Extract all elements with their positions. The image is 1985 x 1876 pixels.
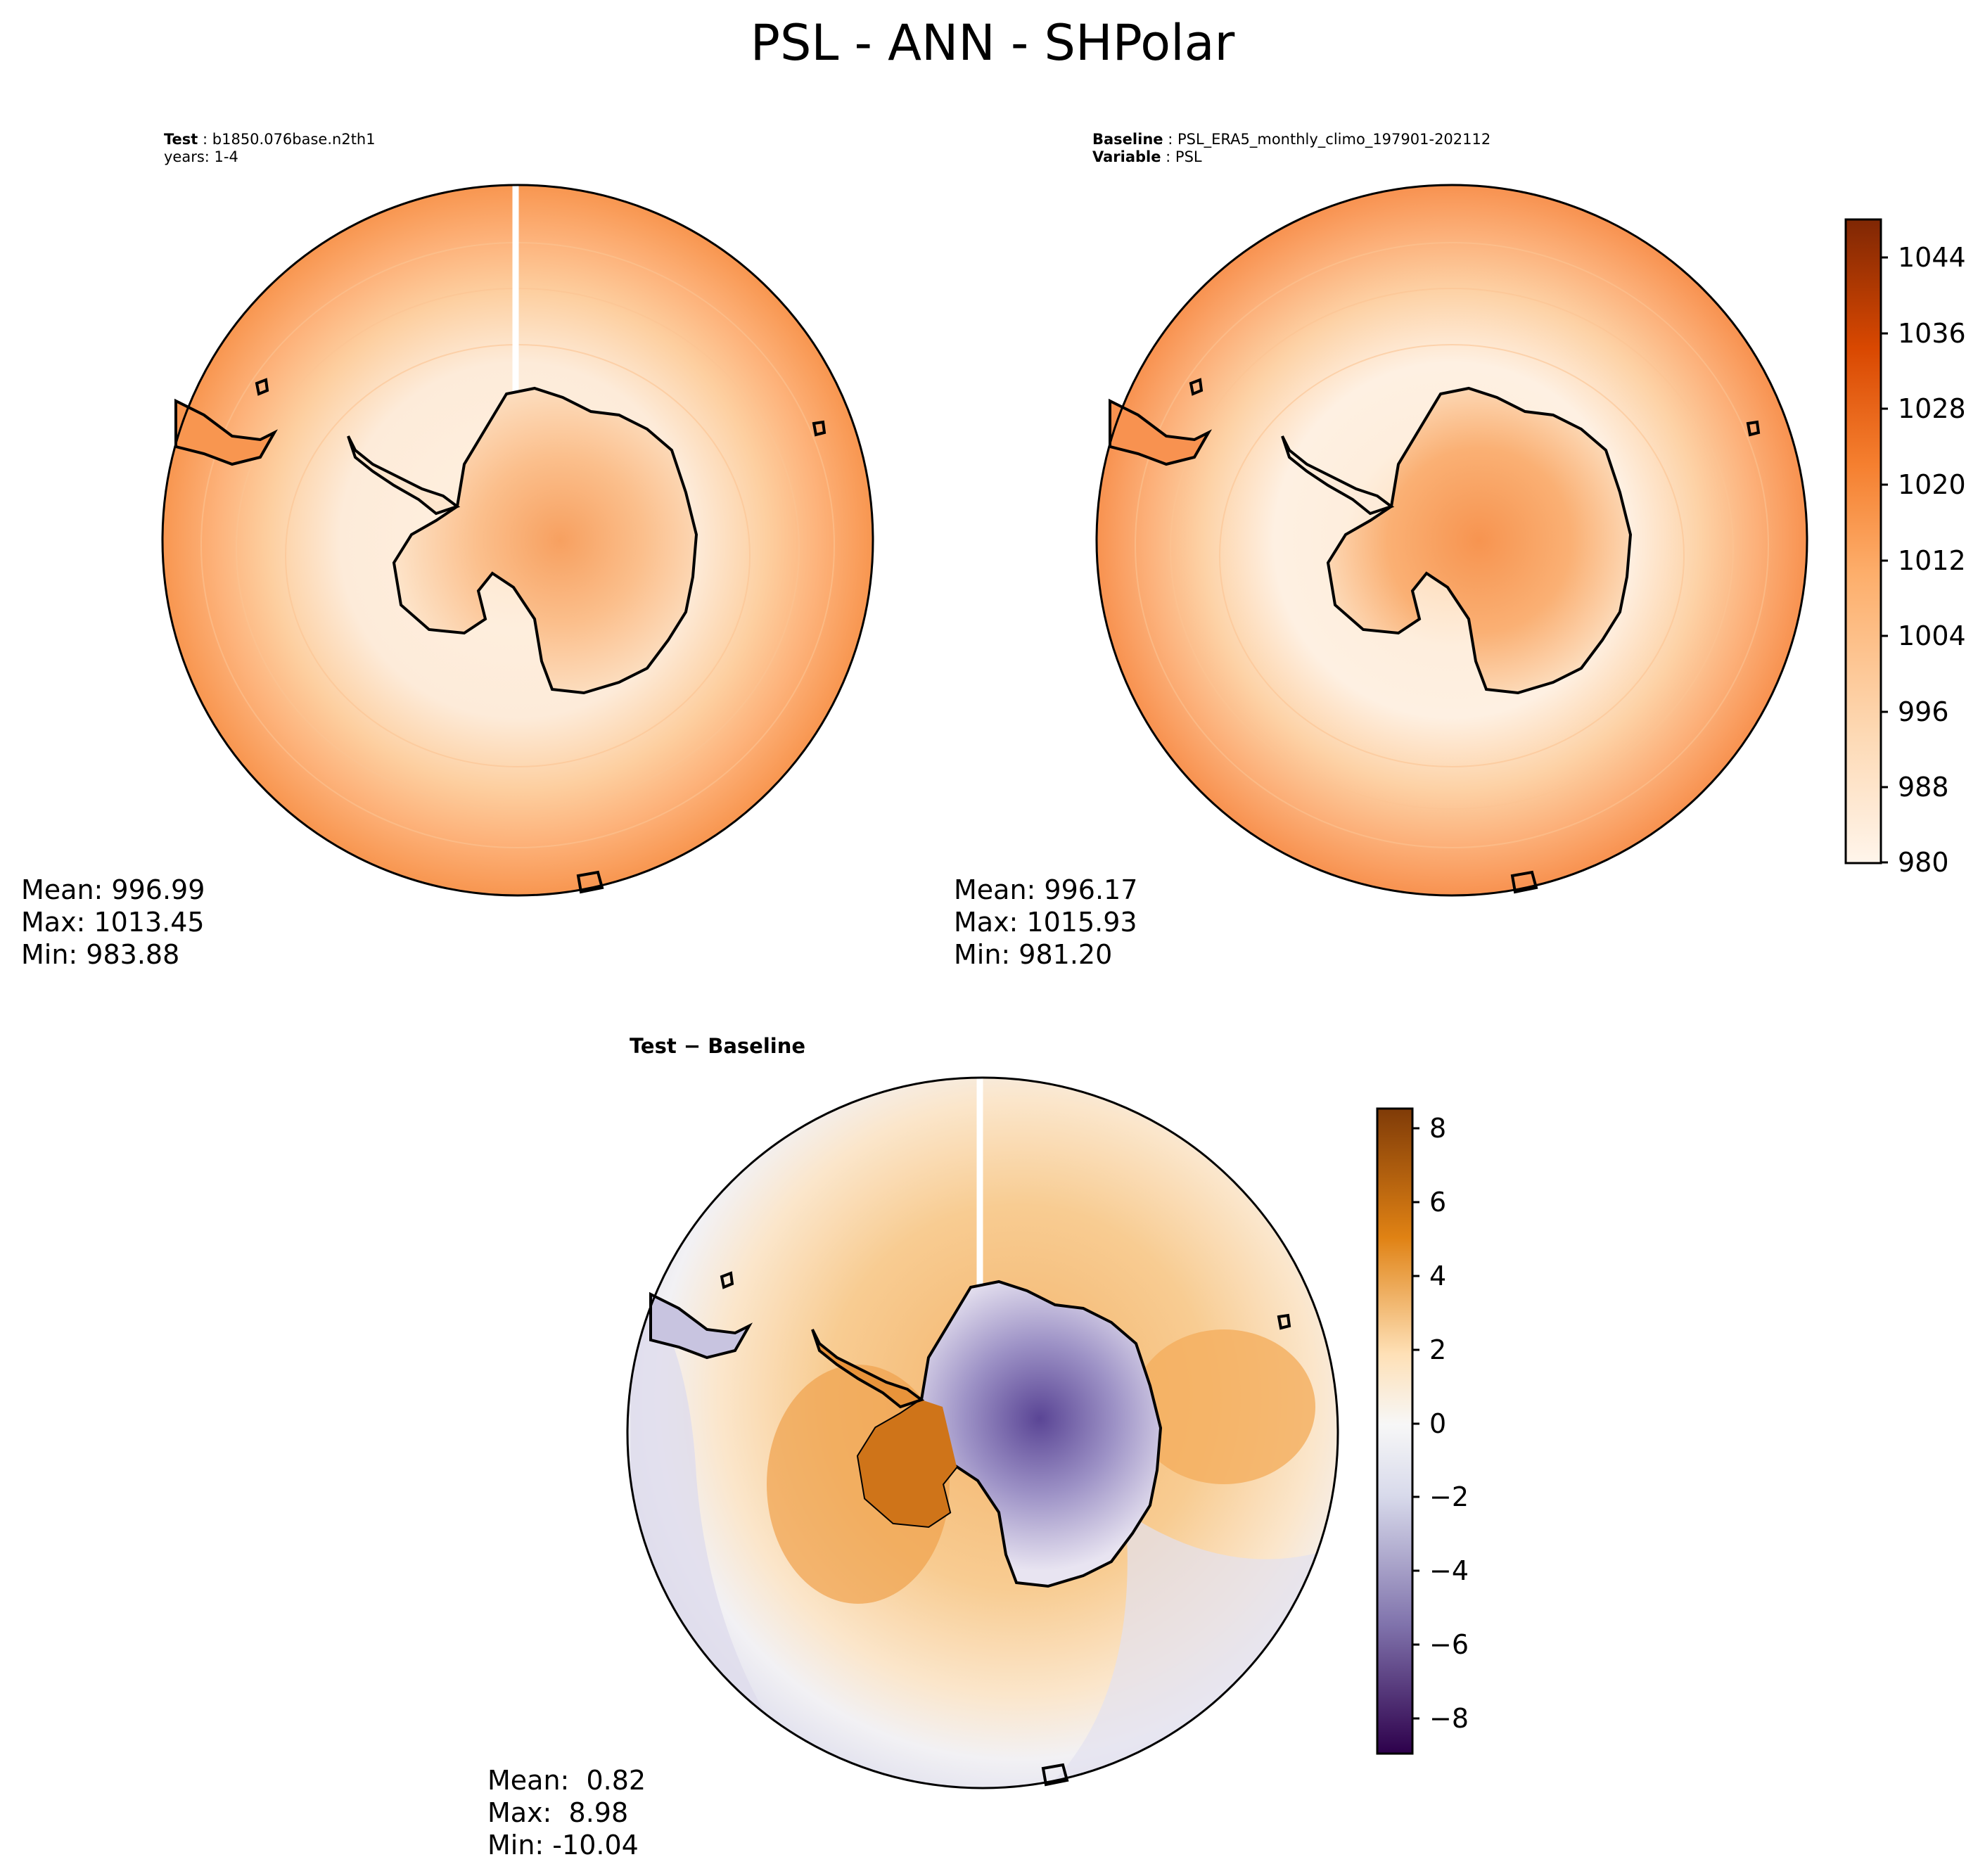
baseline-map bbox=[1095, 184, 1808, 897]
diff-colorbar-ticks bbox=[1412, 1127, 1419, 1720]
diff-tick-label: 4 bbox=[1429, 1261, 1447, 1291]
diff-island-3 bbox=[1041, 1763, 1069, 1787]
diff-max: Max: 8.98 bbox=[487, 1797, 629, 1828]
diff-colorbar-bar bbox=[1376, 1107, 1414, 1755]
diff-tick-label: 0 bbox=[1429, 1408, 1447, 1439]
figure-title: PSL - ANN - SHPolar bbox=[750, 14, 1235, 72]
test-years: years: 1-4 bbox=[164, 148, 238, 165]
test-peninsula bbox=[347, 435, 461, 516]
baseline-south-america bbox=[1109, 398, 1213, 466]
test-info: Test : b1850.076base.n2th1 years: 1-4 bbox=[164, 131, 376, 165]
diff-tick-label: −2 bbox=[1429, 1481, 1469, 1512]
diff-stats: Mean: 0.82 Max: 8.98 Min: -10.04 bbox=[487, 1764, 646, 1861]
baseline-contours bbox=[1135, 242, 1769, 848]
test-island-1 bbox=[255, 378, 269, 396]
baseline-island-3 bbox=[1510, 870, 1538, 894]
psl-tick-label: 988 bbox=[1898, 772, 1949, 803]
diff-tick-label: −6 bbox=[1429, 1629, 1469, 1660]
diff-tick-label: 2 bbox=[1429, 1334, 1447, 1365]
diff-tick-label: −4 bbox=[1429, 1555, 1469, 1586]
test-label: Test bbox=[164, 131, 198, 148]
diff-positive-east bbox=[1132, 1329, 1315, 1484]
variable-label: Variable bbox=[1092, 148, 1161, 165]
diff-title: Test − Baseline bbox=[630, 1034, 806, 1058]
baseline-max: Max: 1015.93 bbox=[954, 907, 1137, 938]
diff-map-border bbox=[626, 1076, 1339, 1789]
diff-colorbar bbox=[1376, 1107, 1419, 1755]
test-min: Min: 983.88 bbox=[21, 939, 180, 970]
psl-tick-label: 1028 bbox=[1898, 393, 1966, 424]
psl-colorbar-bar bbox=[1844, 218, 1882, 864]
baseline-stats: Mean: 996.17 Max: 1015.93 Min: 981.20 bbox=[954, 874, 1137, 971]
diff-island-1 bbox=[720, 1271, 734, 1289]
baseline-peninsula bbox=[1281, 435, 1395, 516]
baseline-mean: Mean: 996.17 bbox=[954, 874, 1138, 905]
baseline-label: Baseline bbox=[1092, 131, 1163, 148]
test-island-2 bbox=[812, 420, 826, 437]
baseline-antarctica bbox=[1326, 386, 1633, 695]
diff-west-antarctica bbox=[858, 1400, 957, 1526]
test-south-america bbox=[174, 398, 279, 466]
diff-min: Min: -10.04 bbox=[487, 1830, 639, 1861]
diff-peninsula bbox=[811, 1329, 925, 1409]
diff-title-test: Test bbox=[630, 1034, 677, 1058]
variable-name: PSL bbox=[1175, 148, 1202, 165]
baseline-case: PSL_ERA5_monthly_climo_197901-202112 bbox=[1177, 131, 1491, 148]
test-island-3 bbox=[576, 870, 604, 894]
baseline-min: Min: 981.20 bbox=[954, 939, 1113, 970]
diff-tick-label: 6 bbox=[1429, 1187, 1447, 1218]
diff-title-baseline: Baseline bbox=[708, 1034, 806, 1058]
diff-tick-label: 8 bbox=[1429, 1113, 1447, 1144]
diff-map bbox=[626, 1076, 1339, 1789]
baseline-island-2 bbox=[1746, 420, 1761, 437]
psl-tick-label: 996 bbox=[1898, 696, 1949, 727]
test-map bbox=[161, 184, 874, 897]
diff-island-2 bbox=[1277, 1313, 1291, 1330]
test-stats: Mean: 996.99 Max: 1013.45 Min: 983.88 bbox=[21, 874, 205, 971]
baseline-island-1 bbox=[1189, 378, 1204, 396]
psl-tick-label: 980 bbox=[1898, 847, 1949, 878]
baseline-info: Baseline : PSL_ERA5_monthly_climo_197901… bbox=[1092, 131, 1491, 165]
diff-south-america bbox=[649, 1291, 753, 1360]
psl-colorbar bbox=[1844, 218, 1888, 864]
diff-mean: Mean: 0.82 bbox=[487, 1765, 646, 1796]
test-antarctica bbox=[392, 386, 698, 695]
psl-tick-label: 1020 bbox=[1898, 469, 1966, 500]
test-max: Max: 1013.45 bbox=[21, 907, 205, 938]
psl-tick-label: 1012 bbox=[1898, 545, 1966, 576]
psl-colorbar-ticks bbox=[1881, 256, 1888, 864]
test-map-border bbox=[161, 184, 874, 897]
baseline-map-border bbox=[1095, 184, 1808, 897]
psl-tick-label: 1004 bbox=[1898, 620, 1966, 651]
psl-tick-label: 1044 bbox=[1898, 242, 1966, 273]
psl-tick-label: 1036 bbox=[1898, 318, 1966, 349]
test-case: b1850.076base.n2th1 bbox=[212, 131, 376, 148]
diff-tick-label: −8 bbox=[1429, 1703, 1469, 1734]
test-mean: Mean: 996.99 bbox=[21, 874, 205, 905]
